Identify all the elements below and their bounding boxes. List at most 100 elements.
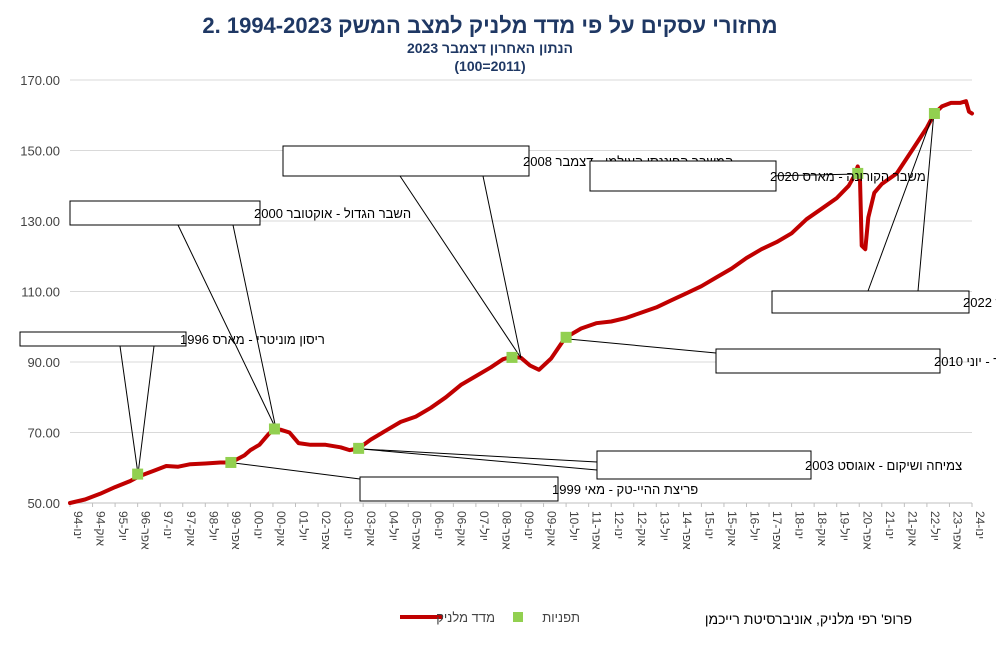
x-tick-label: אפר-99 — [229, 511, 243, 550]
callout-leader-line — [119, 345, 139, 475]
turning-point-marker — [928, 107, 940, 119]
callout-leader-line — [867, 111, 935, 292]
x-tick-label: אפר-23 — [950, 511, 964, 550]
callout-label: משבר הקורונה - מארס 2020 — [770, 169, 926, 184]
x-tick-label: ינו-97 — [161, 511, 175, 539]
x-tick-label: ינו-12 — [612, 511, 626, 539]
callout-box: פריצת ההיי-טק - מאי 1999 — [359, 476, 698, 502]
x-tick-label: אוק-09 — [545, 511, 559, 547]
x-tick-label: ינו-24 — [973, 511, 987, 539]
x-tick-label: יול-01 — [297, 511, 311, 541]
callout-box: גידול תוצר ממושך - יוני 2010 — [715, 348, 996, 374]
callout-label: גידול תוצר ממושך - יוני 2010 — [934, 354, 996, 369]
x-tick-label: ינו-15 — [702, 511, 716, 539]
callout-leader-line — [567, 338, 717, 354]
turning-point-markers — [132, 107, 940, 480]
x-tick-label: ינו-18 — [793, 511, 807, 539]
x-tick-label: אוק-97 — [184, 511, 198, 547]
y-tick-label: 170.00 — [20, 73, 60, 88]
y-axis-ticks: 50.00 70.00 90.00 110.00 130.00 150.00 170.00 — [20, 73, 60, 511]
series-line-melnick-index — [68, 99, 974, 505]
x-tick-label: אוק-00 — [274, 511, 288, 547]
legend-label-index: מדד מלניק — [436, 610, 495, 625]
x-tick-label: ינו-03 — [342, 511, 356, 539]
x-tick-label: אוק-15 — [725, 511, 739, 547]
turning-point-marker — [225, 456, 237, 468]
x-tick-label: אפר-05 — [409, 511, 423, 550]
author-credit: פרופ' רפי מלניק, אוניברסיטת רייכמן — [705, 611, 912, 627]
x-tick-label: אוק-12 — [635, 511, 649, 547]
callout-leader-line — [361, 448, 598, 463]
x-tick-label: יול-10 — [567, 511, 581, 541]
x-tick-label: ינו-00 — [251, 511, 265, 539]
callout-box: משבר הקורונה - מארס 2020 — [589, 160, 926, 192]
callout-leader-line — [233, 462, 361, 480]
turning-point-marker — [268, 423, 280, 435]
y-tick-label: 110.00 — [21, 285, 60, 300]
callout-leader-line — [917, 111, 935, 292]
x-tick-label: אוק-03 — [364, 511, 378, 547]
turning-point-marker — [132, 468, 144, 480]
callout-leader-line — [482, 175, 522, 359]
turning-point-marker — [852, 167, 864, 179]
callout-leader-line — [137, 345, 155, 475]
turning-point-marker — [560, 331, 572, 343]
x-tick-label: ינו-21 — [883, 511, 897, 539]
y-tick-label: 150.00 — [20, 144, 60, 159]
callout-box: השבר הגדול - אוקטובר 2000 — [69, 200, 411, 226]
x-tick-label: אפר-11 — [590, 511, 604, 550]
callout-leader-lines — [119, 111, 935, 480]
x-tick-label: ינו-06 — [432, 511, 446, 539]
chart-subtitle-2: (100=2011) — [454, 58, 525, 74]
callout-border — [589, 160, 777, 192]
callout-border — [282, 145, 530, 177]
x-tick-label: יול-13 — [657, 511, 671, 541]
x-tick-label: אוק-94 — [94, 511, 108, 547]
y-tick-label: 130.00 — [20, 214, 60, 229]
x-tick-label: ינו-94 — [71, 511, 85, 539]
x-tick-label: אוק-18 — [815, 511, 829, 547]
callout-border — [771, 290, 970, 314]
chart-subtitle-1: הנתון האחרון דצמבר 2023 — [407, 40, 573, 56]
callout-label: השבר הגדול - אוקטובר 2000 — [254, 206, 411, 221]
legend: מדד מלניק תפניות — [400, 610, 580, 625]
callout-leader-line — [765, 173, 860, 177]
x-tick-label: יול-07 — [477, 511, 491, 541]
legend-marker-swatch — [513, 612, 523, 622]
callout-leader-line — [232, 224, 277, 430]
callout-box: המחזור הנוכחי - ספטמבר 2022 — [771, 290, 996, 314]
x-tick-label: ינו-09 — [522, 511, 536, 539]
callout-label: המחזור הנוכחי - ספטמבר 2022 — [963, 295, 996, 310]
x-tick-label: יול-98 — [206, 511, 220, 541]
x-tick-label: אפר-96 — [139, 511, 153, 550]
x-tick-label: אפר-20 — [860, 511, 874, 550]
x-tick-label: אפר-14 — [680, 511, 694, 550]
x-tick-label: יול-16 — [748, 511, 762, 541]
chart-title: 2. מחזורי עסקים על פי מדד מלניק למצב המש… — [202, 13, 777, 38]
callout-label: פריצת ההיי-טק - מאי 1999 — [552, 482, 698, 497]
y-tick-label: 70.00 — [27, 426, 60, 441]
callout-border — [19, 331, 187, 347]
y-tick-label: 50.00 — [27, 496, 60, 511]
callout-border — [359, 476, 559, 502]
callout-border — [596, 450, 812, 480]
callout-box: ריסון מוניטרי - מארס 1996 — [19, 331, 325, 347]
x-tick-label: אפר-08 — [499, 511, 513, 550]
callout-border — [715, 348, 941, 374]
x-tick-label: יול-04 — [387, 511, 401, 541]
x-tick-label: אוק-21 — [905, 511, 919, 547]
legend-label-turning-points: תפניות — [542, 610, 580, 625]
callout-leader-line — [399, 175, 522, 359]
x-axis-ticks: ינו-94 אוק-94 יול-95 אפר-96 ינו-97 אוק-97 יול-… — [69, 503, 987, 550]
turning-point-marker — [353, 442, 365, 454]
callout-label: צמיחה ושיקום - אוגוסט 2003 — [805, 458, 962, 473]
gridlines — [70, 79, 972, 433]
x-tick-label: יול-19 — [838, 511, 852, 541]
callout-box: צמיחה ושיקום - אוגוסט 2003 — [596, 450, 962, 480]
callout-leader-line — [361, 448, 598, 471]
x-tick-label: יול-95 — [116, 511, 130, 541]
y-tick-label: 90.00 — [27, 355, 60, 370]
x-tick-label: אוק-06 — [454, 511, 468, 547]
callout-boxes: ריסון מוניטרי - מארס 1996 השבר הגדול - או… — [19, 145, 996, 502]
